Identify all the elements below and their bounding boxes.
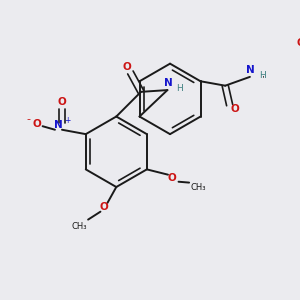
Text: O: O [167,173,176,183]
Text: O: O [58,98,66,107]
Text: CH₃: CH₃ [71,222,87,231]
Text: N: N [164,78,173,88]
Text: CH₃: CH₃ [190,183,206,192]
Text: O: O [297,38,300,47]
Text: O: O [100,202,108,212]
Text: H: H [176,84,183,93]
Text: O: O [122,62,131,72]
Text: N: N [246,65,255,75]
Text: N: N [54,120,63,130]
Text: H: H [259,70,266,80]
Text: -: - [26,114,31,124]
Text: +: + [64,116,70,124]
Text: O: O [33,119,42,129]
Text: O: O [230,104,239,115]
